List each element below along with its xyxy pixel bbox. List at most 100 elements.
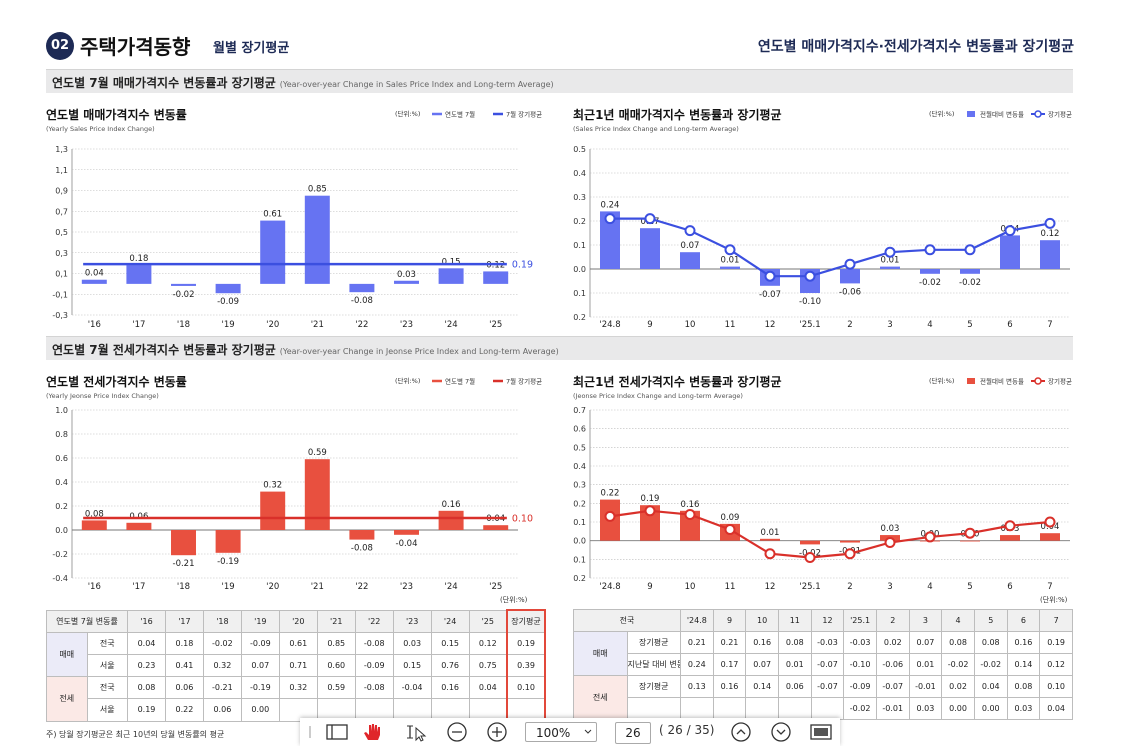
table-cell: 0.03 xyxy=(1006,697,1041,720)
bar xyxy=(171,283,196,286)
sidebar-button[interactable] xyxy=(326,724,348,740)
next-page-button[interactable] xyxy=(771,722,791,742)
line-marker xyxy=(724,523,736,535)
select-tool-button[interactable] xyxy=(407,725,427,742)
page-input[interactable]: 26 xyxy=(615,722,651,744)
table-cell: 0.08 xyxy=(941,631,975,654)
y-tick-label: 0.0 xyxy=(573,265,586,274)
y-tick-label: 0.1 xyxy=(573,241,586,250)
bar xyxy=(680,252,700,269)
table-cell: 0.18 xyxy=(164,632,204,655)
legend-swatch xyxy=(967,111,975,117)
table-cell: 0.75 xyxy=(468,654,508,677)
data-label: -0.19 xyxy=(217,557,239,567)
table-cell: 0.39 xyxy=(506,654,546,677)
data-label: -0.09 xyxy=(217,297,239,307)
y-tick-label: 0.4 xyxy=(573,462,586,471)
y-tick-label: 0.5 xyxy=(573,145,586,154)
table-cell: -0.08 xyxy=(354,676,394,699)
data-label: 0.03 xyxy=(881,524,900,534)
x-tick-label: 12 xyxy=(765,582,776,592)
table-cell: 0.19 xyxy=(127,698,166,722)
table-cell: -0.09 xyxy=(843,675,877,698)
x-tick-label: 3 xyxy=(887,582,892,592)
header-cell: 9 xyxy=(712,609,747,632)
y-tick-label: 0,5 xyxy=(55,228,68,237)
footnote: 주) 당월 장기평균은 최근 10년의 당월 변동률의 평균 xyxy=(46,730,225,739)
y-tick-label: 0.0 xyxy=(573,537,586,546)
section-title: 연도별 7월 전세가격지수 변동률과 장기평균 (Year-over-year C… xyxy=(52,341,559,358)
table-cell xyxy=(712,697,747,720)
x-tick-label: 9 xyxy=(647,320,652,330)
header-cell: 12 xyxy=(810,609,845,632)
y-tick-label: 0.5 xyxy=(573,443,586,452)
line-marker xyxy=(804,551,816,563)
x-tick-label: 2 xyxy=(847,320,852,330)
group-label: 매매 xyxy=(46,632,88,677)
table-cell xyxy=(680,697,714,720)
fit-page-button[interactable] xyxy=(810,724,832,740)
table-cell: 0.16 xyxy=(1006,631,1041,654)
bar xyxy=(880,266,900,269)
data-label: -0.06 xyxy=(839,287,861,297)
section-subtitle: (Year-over-year Change in Sales Price In… xyxy=(279,80,554,89)
line-marker xyxy=(604,213,616,225)
header-row: 연도별 7월 변동률 '16'17'18'19'20'21'22'23'24'25… xyxy=(46,609,546,633)
x-tick-label: '21 xyxy=(311,320,324,330)
table-cell: -0.19 xyxy=(240,676,280,699)
table-unit: (단위:%) xyxy=(500,596,528,604)
data-label: -0.02 xyxy=(919,278,941,288)
legend-label: 전월대비 변동률 xyxy=(980,110,1024,119)
data-label: 0.15 xyxy=(442,257,461,267)
table-cell: 0.41 xyxy=(164,654,204,677)
bar xyxy=(81,520,107,530)
bar xyxy=(920,269,940,274)
bar xyxy=(81,279,107,284)
table-cell: 0.15 xyxy=(430,632,470,655)
table-row: -0.02 -0.01 0.03 0.00 0.00 0.03 0.04 xyxy=(574,697,1073,720)
legend-label: 7월 장기평균 xyxy=(506,377,542,386)
table-cell: 0.24 xyxy=(680,653,714,676)
y-tick-label: 0.4 xyxy=(573,169,586,178)
zoom-select[interactable]: 100% xyxy=(525,722,597,742)
x-tick-label: '16 xyxy=(88,320,101,330)
x-tick-label: '19 xyxy=(222,582,235,592)
table-cell: 0.85 xyxy=(316,632,356,655)
chart: 연도별 매매가격지수 변동률 (Yearly Sales Price Index … xyxy=(46,107,542,330)
chart-subtitle: (Yearly Jeonse Price Index Change) xyxy=(46,392,159,400)
x-tick-label: '17 xyxy=(132,582,145,592)
table-cell: 0.12 xyxy=(468,632,508,655)
hand-tool-button[interactable] xyxy=(364,724,380,740)
line-marker xyxy=(884,537,896,549)
zoom-in-button[interactable] xyxy=(487,722,507,742)
legend-swatch xyxy=(1034,110,1042,118)
bar xyxy=(394,530,419,535)
data-label: 0.09 xyxy=(721,513,740,523)
zoom-out-button[interactable] xyxy=(447,722,467,742)
table-cell: -0.09 xyxy=(354,654,394,677)
bar xyxy=(1040,240,1060,269)
data-label: 0.16 xyxy=(442,500,461,510)
toolbar-icons xyxy=(309,722,832,742)
x-tick-label: '25.1 xyxy=(799,320,820,330)
table-cell: 0.00 xyxy=(973,697,1008,720)
table-cell: 0.71 xyxy=(278,654,318,677)
bar xyxy=(600,211,620,269)
line-marker xyxy=(1044,217,1056,229)
chart-title: 연도별 전세가격지수 변동률 xyxy=(46,374,187,389)
x-tick-label: 6 xyxy=(1007,320,1012,330)
bar xyxy=(483,271,509,284)
header-row: 전국 '24.8 9 10 11 12'25.1 2 3 4 5 6 7 xyxy=(573,609,1073,632)
table-cell: 0.04 xyxy=(468,676,508,699)
prev-page-button[interactable] xyxy=(731,722,751,742)
section-title-text: 연도별 7월 매매가격지수 변동률과 장기평균 xyxy=(52,76,276,90)
bar xyxy=(760,538,780,541)
line-marker xyxy=(604,510,616,522)
header-cell: '20 xyxy=(278,609,318,633)
header-cell: '17 xyxy=(164,609,204,633)
table-cell: 0.07 xyxy=(745,653,779,676)
table-cell: -0.04 xyxy=(392,676,432,699)
table-cell: 0.16 xyxy=(745,631,779,654)
bar xyxy=(304,459,330,530)
x-tick-label: 10 xyxy=(685,320,696,330)
